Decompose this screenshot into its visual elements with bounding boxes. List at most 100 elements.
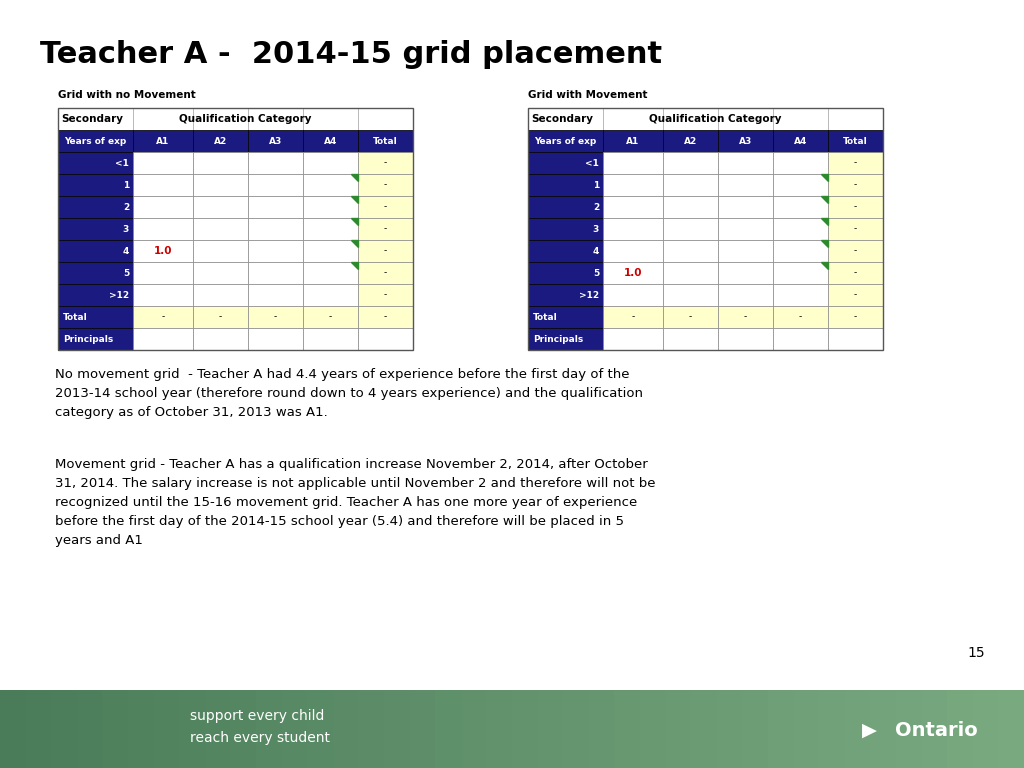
FancyBboxPatch shape: [528, 284, 603, 306]
FancyBboxPatch shape: [773, 218, 828, 240]
FancyBboxPatch shape: [718, 130, 773, 152]
Text: -: -: [219, 313, 222, 322]
FancyBboxPatch shape: [870, 690, 897, 768]
FancyBboxPatch shape: [358, 328, 413, 350]
Text: >12: >12: [109, 290, 129, 300]
FancyBboxPatch shape: [828, 196, 883, 218]
Text: 2: 2: [593, 203, 599, 211]
Text: A1: A1: [157, 137, 170, 145]
FancyBboxPatch shape: [193, 328, 248, 350]
Text: -: -: [854, 158, 857, 167]
FancyBboxPatch shape: [303, 262, 358, 284]
Text: Teacher A -  2014-15 grid placement: Teacher A - 2014-15 grid placement: [40, 40, 663, 69]
FancyBboxPatch shape: [512, 690, 539, 768]
FancyBboxPatch shape: [248, 306, 303, 328]
FancyBboxPatch shape: [828, 262, 883, 284]
FancyBboxPatch shape: [303, 174, 358, 196]
Text: 1.0: 1.0: [624, 268, 642, 278]
FancyBboxPatch shape: [435, 690, 462, 768]
Polygon shape: [821, 174, 828, 181]
FancyBboxPatch shape: [58, 174, 133, 196]
FancyBboxPatch shape: [248, 328, 303, 350]
Text: support every child: support every child: [190, 709, 325, 723]
Text: Total: Total: [63, 313, 88, 322]
FancyBboxPatch shape: [528, 152, 603, 174]
Text: No movement grid  - Teacher A had 4.4 years of experience before the first day o: No movement grid - Teacher A had 4.4 yea…: [55, 368, 643, 419]
FancyBboxPatch shape: [828, 130, 883, 152]
Text: -: -: [854, 180, 857, 190]
FancyBboxPatch shape: [663, 174, 718, 196]
FancyBboxPatch shape: [717, 690, 743, 768]
FancyBboxPatch shape: [528, 174, 603, 196]
FancyBboxPatch shape: [663, 306, 718, 328]
FancyBboxPatch shape: [58, 108, 133, 130]
FancyBboxPatch shape: [691, 690, 718, 768]
Text: Principals: Principals: [534, 335, 584, 343]
FancyBboxPatch shape: [663, 284, 718, 306]
FancyBboxPatch shape: [663, 218, 718, 240]
Text: -: -: [854, 224, 857, 233]
Polygon shape: [351, 218, 358, 225]
FancyBboxPatch shape: [358, 108, 413, 130]
FancyBboxPatch shape: [828, 328, 883, 350]
FancyBboxPatch shape: [845, 690, 871, 768]
FancyBboxPatch shape: [58, 196, 133, 218]
Text: -: -: [384, 313, 387, 322]
FancyBboxPatch shape: [193, 218, 248, 240]
Text: Ontario: Ontario: [895, 720, 978, 740]
FancyBboxPatch shape: [773, 262, 828, 284]
FancyBboxPatch shape: [828, 240, 883, 262]
FancyBboxPatch shape: [528, 108, 603, 130]
FancyBboxPatch shape: [358, 306, 413, 328]
Text: A4: A4: [794, 137, 807, 145]
FancyBboxPatch shape: [179, 690, 206, 768]
FancyBboxPatch shape: [614, 690, 641, 768]
Text: -: -: [384, 290, 387, 300]
Text: 5: 5: [593, 269, 599, 277]
Text: A4: A4: [324, 137, 337, 145]
FancyBboxPatch shape: [133, 284, 193, 306]
FancyBboxPatch shape: [773, 240, 828, 262]
FancyBboxPatch shape: [718, 240, 773, 262]
FancyBboxPatch shape: [133, 152, 193, 174]
FancyBboxPatch shape: [358, 196, 413, 218]
FancyBboxPatch shape: [133, 108, 193, 130]
FancyBboxPatch shape: [58, 130, 133, 152]
FancyBboxPatch shape: [742, 690, 769, 768]
FancyBboxPatch shape: [718, 262, 773, 284]
Text: Total: Total: [843, 137, 868, 145]
Text: Grid with no Movement: Grid with no Movement: [58, 90, 196, 100]
FancyBboxPatch shape: [603, 130, 663, 152]
Text: >12: >12: [579, 290, 599, 300]
Text: -: -: [384, 247, 387, 256]
FancyBboxPatch shape: [303, 130, 358, 152]
FancyBboxPatch shape: [663, 108, 718, 130]
Text: -: -: [854, 313, 857, 322]
FancyBboxPatch shape: [193, 130, 248, 152]
FancyBboxPatch shape: [303, 328, 358, 350]
FancyBboxPatch shape: [58, 328, 133, 350]
FancyBboxPatch shape: [663, 130, 718, 152]
Text: 1: 1: [123, 180, 129, 190]
FancyBboxPatch shape: [922, 690, 948, 768]
FancyBboxPatch shape: [248, 218, 303, 240]
FancyBboxPatch shape: [640, 690, 667, 768]
FancyBboxPatch shape: [358, 262, 413, 284]
FancyBboxPatch shape: [133, 130, 193, 152]
FancyBboxPatch shape: [998, 690, 1024, 768]
FancyBboxPatch shape: [230, 690, 257, 768]
FancyBboxPatch shape: [303, 218, 358, 240]
FancyBboxPatch shape: [947, 690, 974, 768]
FancyBboxPatch shape: [819, 690, 846, 768]
Text: 1.0: 1.0: [154, 246, 172, 256]
FancyBboxPatch shape: [51, 690, 78, 768]
Text: -: -: [329, 313, 332, 322]
Text: Principals: Principals: [63, 335, 114, 343]
Text: -: -: [854, 203, 857, 211]
FancyBboxPatch shape: [528, 306, 603, 328]
FancyBboxPatch shape: [58, 240, 133, 262]
FancyBboxPatch shape: [773, 284, 828, 306]
FancyBboxPatch shape: [718, 196, 773, 218]
FancyBboxPatch shape: [718, 218, 773, 240]
FancyBboxPatch shape: [193, 152, 248, 174]
